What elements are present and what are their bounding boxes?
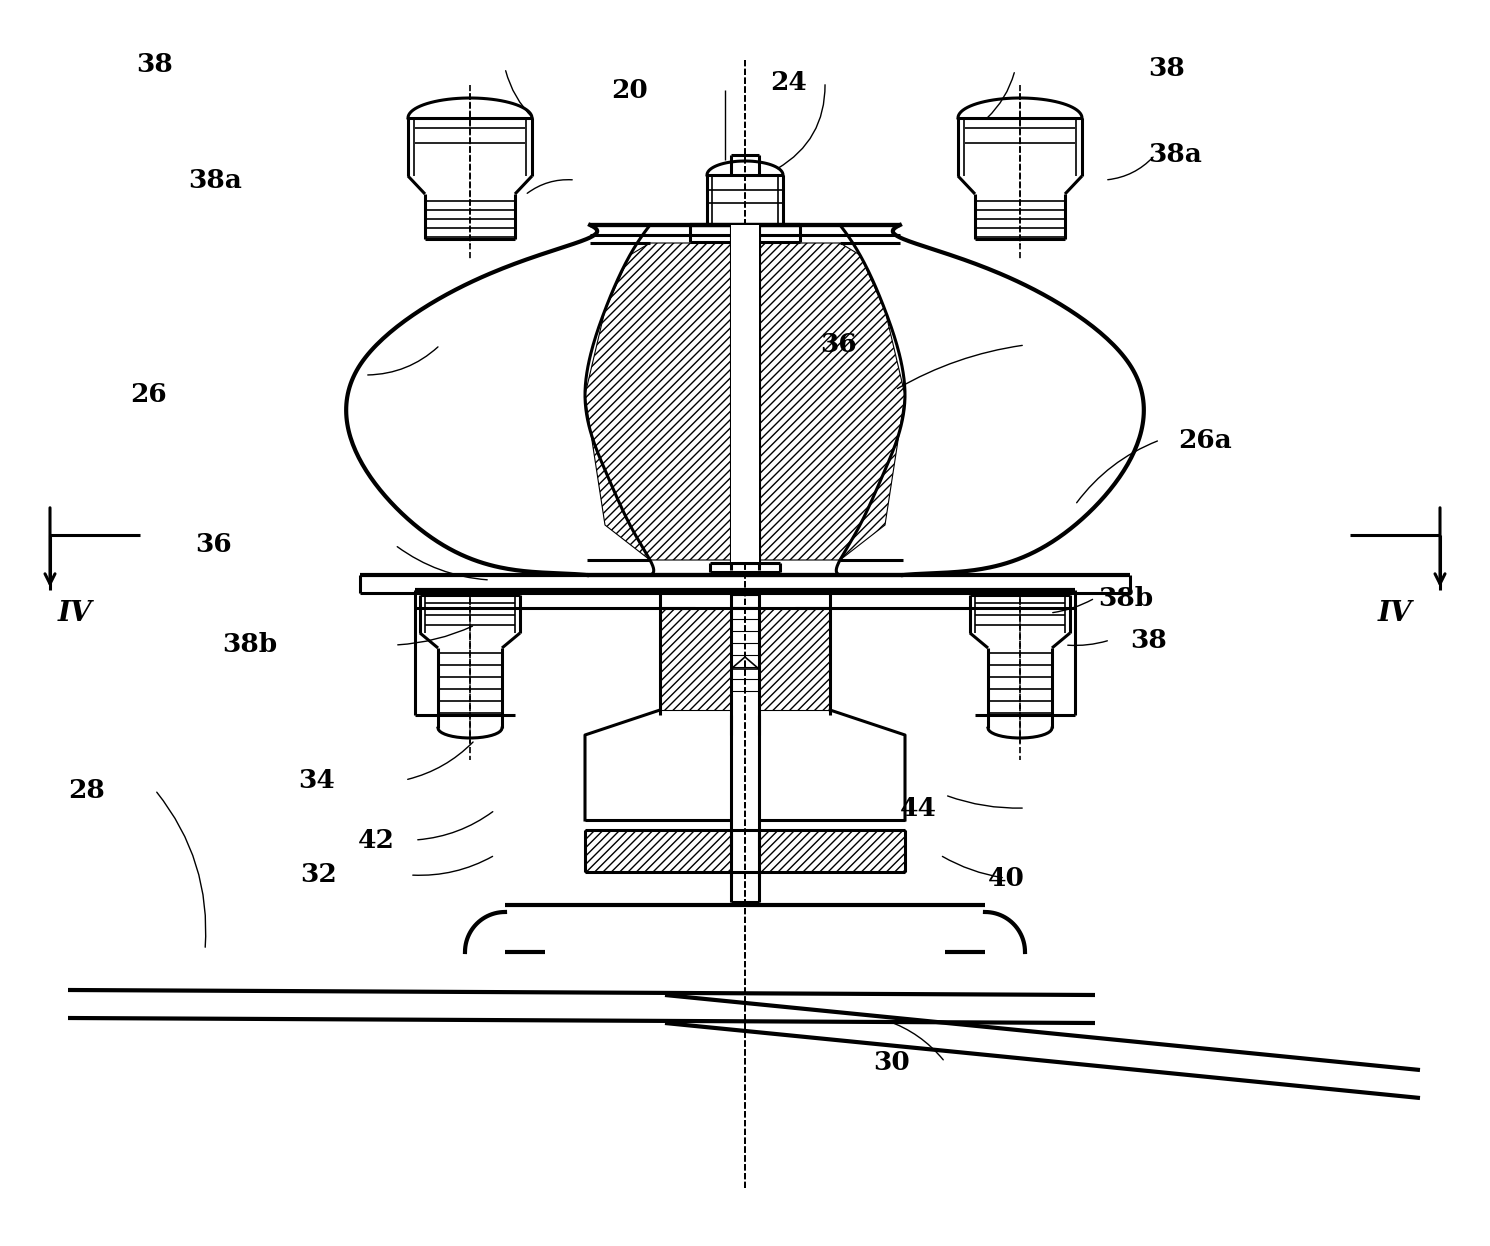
Text: 38: 38 <box>1147 56 1185 81</box>
Text: 42: 42 <box>358 827 395 852</box>
Text: 26: 26 <box>130 383 167 407</box>
Text: 40: 40 <box>988 866 1025 891</box>
Text: 44: 44 <box>900 795 937 821</box>
Text: 26a: 26a <box>1179 427 1232 452</box>
Polygon shape <box>758 830 904 872</box>
Bar <box>732 226 758 562</box>
Text: 28: 28 <box>69 778 104 802</box>
Text: 36: 36 <box>195 532 231 557</box>
Bar <box>732 591 758 715</box>
Text: 34: 34 <box>298 768 335 792</box>
Text: 38b: 38b <box>1098 586 1153 611</box>
Text: 20: 20 <box>611 77 648 102</box>
Text: 32: 32 <box>299 862 337 887</box>
Text: 38a: 38a <box>1147 142 1202 167</box>
Polygon shape <box>586 830 732 872</box>
Text: 24: 24 <box>770 70 808 95</box>
Text: 38: 38 <box>1129 628 1167 653</box>
Bar <box>732 226 758 559</box>
Polygon shape <box>758 608 830 710</box>
Polygon shape <box>586 243 732 559</box>
Text: 38: 38 <box>137 52 173 77</box>
Text: 38a: 38a <box>188 167 241 192</box>
Text: 38b: 38b <box>222 633 277 658</box>
Polygon shape <box>660 608 732 710</box>
Text: IV: IV <box>1378 601 1413 627</box>
Text: IV: IV <box>58 601 92 627</box>
Text: 36: 36 <box>820 333 857 358</box>
Text: 30: 30 <box>873 1049 910 1074</box>
Polygon shape <box>758 243 904 559</box>
